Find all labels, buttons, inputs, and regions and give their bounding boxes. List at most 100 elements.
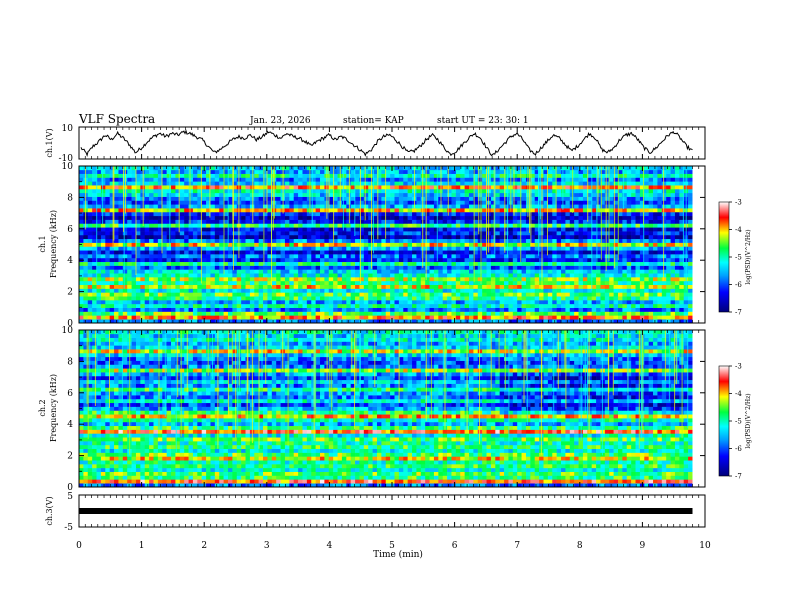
spectrogram-cell: [193, 208, 198, 212]
spectrogram-cell: [605, 285, 610, 289]
spectrogram-cell: [149, 296, 154, 300]
spectrogram-cell: [180, 216, 185, 220]
spectrogram-cell: [171, 193, 176, 197]
spectrogram-cell: [373, 281, 378, 285]
spectrogram-cell: [609, 273, 614, 277]
spectrogram-cell: [79, 223, 84, 227]
spectrogram-cell: [189, 308, 194, 312]
spectrogram-cell: [395, 197, 400, 201]
spectrogram-cell: [425, 315, 430, 319]
spectrogram-cell: [241, 258, 246, 262]
spectrogram-cell: [171, 220, 176, 224]
spectrogram-cell: [167, 216, 172, 220]
spectrogram-cell: [202, 216, 207, 220]
spectrogram-cell: [395, 281, 400, 285]
spectrogram-cell: [684, 315, 689, 319]
spectrogram-cell: [526, 296, 531, 300]
spectrogram-cell: [425, 304, 430, 308]
spectrogram-cell: [316, 289, 321, 293]
spectrogram-cell: [430, 296, 435, 300]
spectrogram-cell: [570, 235, 575, 239]
spectrogram-cell: [171, 216, 176, 220]
spectrogram-cell: [333, 277, 338, 281]
spectrogram-cell: [609, 304, 614, 308]
spectrogram-cell: [184, 277, 189, 281]
spectrogram-cell: [487, 262, 492, 266]
spectrogram-cell: [320, 312, 325, 316]
spectrogram-cell: [587, 296, 592, 300]
spectrogram-cell: [285, 204, 290, 208]
spectrogram-cell: [92, 235, 97, 239]
spectrogram-cell: [368, 250, 373, 254]
spectrogram-cell: [644, 315, 649, 319]
spectrogram-cell: [675, 216, 680, 220]
spectrogram-cell: [219, 246, 224, 250]
spectrogram-cell: [298, 304, 303, 308]
spectrogram-cell: [469, 231, 474, 235]
spectrogram-cell: [215, 285, 220, 289]
spectrogram-cell: [666, 304, 671, 308]
spectrogram-cell: [359, 285, 364, 289]
spectrogram-cell: [259, 300, 264, 304]
spectrogram-cell: [666, 243, 671, 247]
spectrogram-cell: [574, 273, 579, 277]
spectrogram-cell: [246, 304, 251, 308]
spectrogram-cell: [403, 235, 408, 239]
spectrogram-cell: [149, 304, 154, 308]
spectrogram-cell: [140, 308, 145, 312]
spectrogram-cell: [338, 308, 343, 312]
spectrogram-cell: [377, 304, 382, 308]
spectrogram-cell: [657, 300, 662, 304]
spectrogram-cell: [609, 208, 614, 212]
spectrogram-cell: [416, 250, 421, 254]
spectrogram-cell: [495, 300, 500, 304]
spectrogram-cell: [202, 223, 207, 227]
spectrogram-cell: [688, 254, 693, 258]
spectrogram-cell: [469, 200, 474, 204]
spectrogram-cell: [627, 216, 632, 220]
spectrogram-cell: [114, 266, 119, 270]
spectrogram-cell: [197, 289, 202, 293]
spectrogram-cell: [649, 304, 654, 308]
spectrogram-cell: [180, 197, 185, 201]
spectrogram-cell: [189, 231, 194, 235]
spectrogram-cell: [136, 254, 141, 258]
spectrogram-cell: [583, 193, 588, 197]
spectrogram-cell: [228, 269, 233, 273]
spectrogram-cell: [294, 308, 299, 312]
spectrogram-cell: [285, 254, 290, 258]
spectrogram-cell: [140, 231, 145, 235]
spectrogram-cell: [539, 304, 544, 308]
spectrogram-cell: [500, 285, 505, 289]
spectrogram-cell: [289, 289, 294, 293]
spectrogram-cell: [688, 235, 693, 239]
spectrogram-cell: [294, 315, 299, 319]
spectrogram-cell: [136, 216, 141, 220]
spectrogram-cell: [403, 292, 408, 296]
spectrogram-cell: [395, 292, 400, 296]
spectrogram-cell: [324, 312, 329, 316]
spectrogram-cell: [307, 281, 312, 285]
spectrogram-cell: [649, 223, 654, 227]
spectrogram-cell: [276, 239, 281, 243]
spectrogram-cell: [215, 220, 220, 224]
spectrogram-cell: [215, 289, 220, 293]
spectrogram-cell: [254, 304, 259, 308]
spectrogram-cell: [167, 292, 172, 296]
spectrogram-cell: [355, 315, 360, 319]
spectrogram-cell: [158, 266, 163, 270]
spectrogram-cell: [316, 216, 321, 220]
spectrogram-cell: [97, 243, 102, 247]
spectrogram-cell: [403, 262, 408, 266]
spectrogram-cell: [587, 254, 592, 258]
spectrogram-cell: [171, 292, 176, 296]
spectrogram-cell: [631, 200, 636, 204]
spectrogram-cell: [346, 193, 351, 197]
spectrogram-cell: [219, 223, 224, 227]
spectrogram-cell: [412, 220, 417, 224]
spectrogram-cell: [259, 277, 264, 281]
spectrogram-cell: [259, 239, 264, 243]
spectrogram-cell: [320, 250, 325, 254]
spectrogram-cell: [640, 269, 645, 273]
spectrogram-cell: [101, 239, 106, 243]
